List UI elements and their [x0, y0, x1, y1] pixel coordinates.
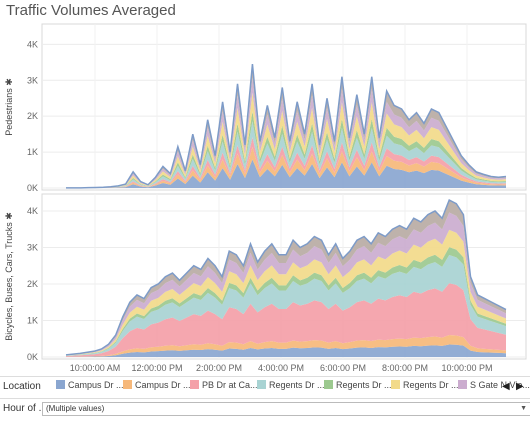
y-tick-label: 0K	[27, 183, 38, 193]
legend-swatch	[458, 380, 467, 389]
chevron-down-icon: ▼	[520, 405, 527, 412]
x-tick-label: 8:00:00 PM	[382, 363, 428, 372]
area-layer	[66, 77, 506, 188]
legend-prev-button[interactable]: ◀	[502, 381, 510, 392]
legend-item[interactable]: Regents Dr ...	[324, 380, 392, 394]
chart-title: Traffic Volumes Averaged	[6, 2, 176, 19]
legend-label: PB Dr at Ca...	[202, 380, 258, 390]
legend-label: S Gate N Vie...	[470, 380, 530, 390]
x-tick-label: 4:00:00 PM	[258, 363, 304, 372]
stack-outline	[66, 64, 507, 189]
legend-item[interactable]: Campus Dr ...	[123, 380, 191, 394]
hour-filter-select[interactable]: (Multiple values) ▼	[42, 402, 530, 416]
legend-item[interactable]: S Gate N Vie...	[458, 380, 530, 394]
traffic-chart: 0K 1K 2K 3K 4K Pedestrians ✱ 0K 1K 2K 3K 4K Bicycle…	[4, 23, 527, 372]
y-tick-label: 1K	[27, 315, 38, 325]
stack-outline	[65, 198, 507, 356]
legend-swatch	[257, 380, 266, 389]
legend-item[interactable]: Regents Dr ...	[257, 380, 325, 394]
y-tick-label: 1K	[27, 147, 38, 157]
legend-label: Campus Dr ...	[135, 380, 191, 390]
filter-label: Hour of ...	[3, 403, 47, 414]
area-layer	[66, 200, 506, 355]
filter-value: (Multiple values)	[46, 404, 105, 413]
legend-label: Campus Dr ...	[68, 380, 124, 390]
y-tick-label: 3K	[27, 242, 38, 252]
x-tick-label: 10:00:00 PM	[441, 363, 492, 372]
y-tick-label: 4K	[27, 39, 38, 49]
area-layer	[66, 92, 506, 188]
legend-swatch	[56, 380, 65, 389]
legend-swatch	[190, 380, 199, 389]
y-tick-label: 0K	[27, 352, 38, 362]
area-layer	[66, 147, 506, 188]
legend-item[interactable]: Regents Dr ...	[391, 380, 459, 394]
legend-swatch	[123, 380, 132, 389]
y-axis-label: Bicycles, Buses, Cars, Trucks ✱	[4, 212, 14, 341]
legend-label: Regents Dr ...	[403, 380, 459, 390]
legend: Location Campus Dr ... Campus Dr ... PB Dr…	[0, 377, 530, 397]
area-layer	[66, 335, 506, 357]
area-layer	[66, 247, 506, 356]
area-layer	[66, 212, 506, 356]
hour-filter: Hour of ... (Multiple values) ▼	[0, 400, 530, 418]
x-tick-label: 12:00:00 PM	[131, 363, 182, 372]
area-layer	[66, 159, 506, 188]
area-layer	[66, 283, 506, 357]
legend-swatch	[324, 380, 333, 389]
y-tick-label: 2K	[27, 279, 38, 289]
area-layer	[66, 121, 506, 188]
x-tick-label: 6:00:00 PM	[320, 363, 366, 372]
legend-label: Regents Dr ...	[336, 380, 392, 390]
legend-divider	[0, 376, 530, 377]
legend-item[interactable]: PB Dr at Ca...	[190, 380, 258, 394]
x-tick-label: 2:00:00 PM	[196, 363, 242, 372]
y-tick-label: 3K	[27, 75, 38, 85]
legend-swatch	[391, 380, 400, 389]
y-tick-label: 4K	[27, 206, 38, 216]
legend-title: Location	[3, 381, 41, 392]
y-tick-label: 2K	[27, 111, 38, 121]
y-axis-label: Pedestrians ✱	[4, 78, 14, 136]
legend-item[interactable]: Campus Dr ...	[56, 380, 124, 394]
area-layer	[66, 137, 506, 188]
area-layer	[66, 254, 506, 356]
legend-next-button[interactable]: ▶	[516, 381, 524, 392]
area-layer	[66, 344, 506, 357]
x-tick-label: 10:00:00 AM	[70, 363, 121, 372]
area-layer	[66, 111, 506, 188]
area-layer	[66, 64, 506, 188]
legend-label: Regents Dr ...	[269, 380, 325, 390]
area-layer	[66, 229, 506, 356]
filter-divider	[0, 398, 530, 399]
